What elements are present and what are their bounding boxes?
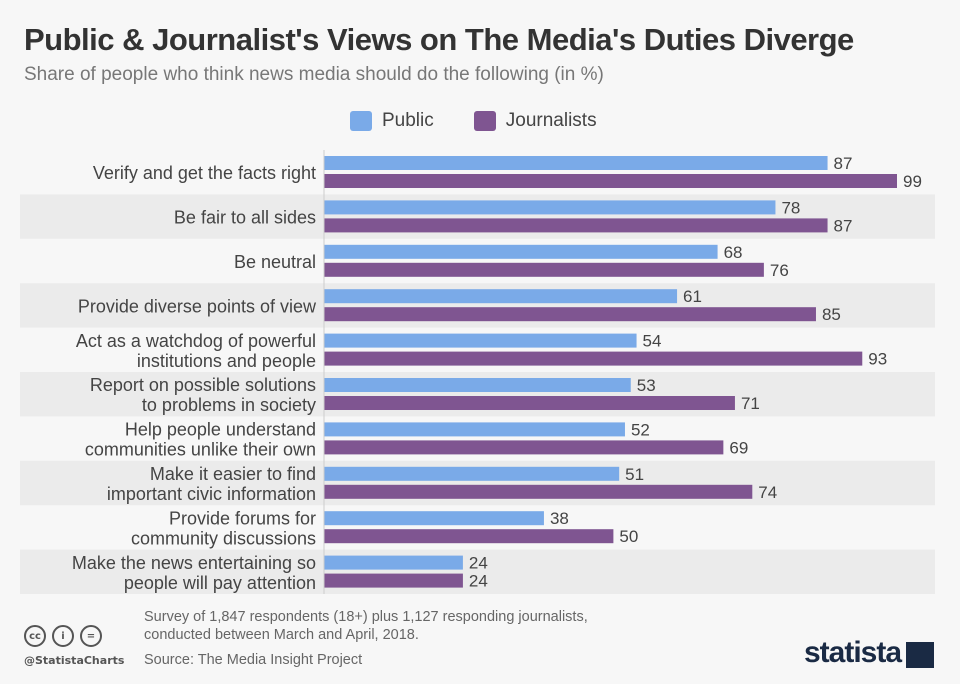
legend: Public Journalists	[350, 110, 597, 132]
data-label: 54	[643, 332, 662, 351]
data-label: 68	[724, 243, 743, 262]
attribution-icon: i	[52, 625, 74, 647]
bar-chart: Verify and get the facts right 87 99 Be fai…	[20, 150, 935, 594]
data-label: 51	[625, 465, 644, 484]
category-label: Provide diverse points of view	[78, 296, 317, 316]
statista-logo-icon	[906, 642, 934, 668]
data-label: 52	[631, 420, 650, 439]
chart-subtitle: Share of people who think news media sho…	[24, 64, 604, 85]
category-label: Make it easier to find	[150, 464, 316, 484]
legend-item-public: Public	[350, 110, 434, 132]
category-label: communities unlike their own	[85, 440, 316, 460]
category-label: Report on possible solutions	[90, 375, 316, 395]
bar-public	[324, 244, 718, 259]
data-label: 99	[903, 172, 922, 191]
category-label: Verify and get the facts right	[93, 163, 316, 183]
data-label: 87	[834, 216, 853, 235]
bar-public	[324, 466, 620, 481]
category-label: Act as a watchdog of powerful	[76, 331, 316, 351]
category-label: Be fair to all sides	[174, 208, 316, 228]
bar-journalists	[324, 573, 463, 588]
data-label: 87	[834, 154, 853, 173]
source: Source: The Media Insight Project	[144, 652, 363, 668]
bar-journalists	[324, 307, 816, 322]
data-label: 24	[469, 572, 488, 591]
bar-public	[324, 333, 637, 348]
cc-icon: cc	[24, 625, 46, 647]
legend-swatch	[350, 110, 372, 131]
bar-journalists	[324, 529, 614, 544]
category-label: Be neutral	[234, 252, 316, 272]
bar-public	[324, 200, 776, 215]
category-label: institutions and people	[137, 351, 316, 371]
bar-journalists	[324, 351, 863, 366]
legend-item-journalists: Journalists	[473, 110, 597, 132]
bar-journalists	[324, 218, 828, 233]
data-label: 71	[741, 394, 760, 413]
bar-public	[324, 555, 463, 570]
twitter-handle: @StatistaCharts	[24, 654, 125, 667]
category-label: community discussions	[131, 528, 316, 548]
data-label: 76	[770, 261, 789, 280]
data-label: 78	[781, 198, 800, 217]
category-label: Provide forums for	[169, 508, 316, 528]
legend-swatch	[473, 110, 496, 131]
chart-title: Public & Journalist's Views on The Media…	[24, 22, 854, 57]
bar-public	[324, 156, 828, 170]
no-derivatives-icon: =	[80, 625, 102, 647]
bar-public	[324, 378, 631, 392]
category-label: people will pay attention	[124, 573, 316, 593]
data-label: 85	[822, 305, 841, 324]
bar-public	[324, 289, 678, 304]
category-label: to problems in society	[142, 395, 316, 415]
bar-journalists	[324, 396, 735, 410]
license-icons: cc i =	[24, 625, 102, 647]
category-label: Help people understand	[125, 420, 316, 440]
bar-journalists	[324, 484, 753, 499]
data-label: 93	[868, 350, 887, 369]
category-label: important civic information	[107, 484, 316, 504]
data-label: 24	[469, 554, 488, 573]
data-label: 74	[758, 483, 777, 502]
bar-journalists	[324, 262, 764, 277]
bar-public	[324, 422, 625, 437]
bar-journalists	[324, 174, 897, 188]
footnote: Survey of 1,847 respondents (18+) plus 1…	[144, 609, 588, 625]
row-band	[20, 549, 935, 594]
statista-logo[interactable]: statista	[804, 636, 902, 669]
data-label: 53	[637, 376, 656, 395]
footnote: conducted between March and April, 2018.	[144, 627, 419, 643]
data-label: 69	[729, 438, 748, 457]
data-label: 61	[683, 287, 702, 306]
data-label: 38	[550, 509, 569, 528]
data-label: 50	[619, 527, 638, 546]
category-label: Make the news entertaining so	[72, 553, 316, 573]
bar-journalists	[324, 440, 724, 455]
bar-public	[324, 511, 544, 526]
